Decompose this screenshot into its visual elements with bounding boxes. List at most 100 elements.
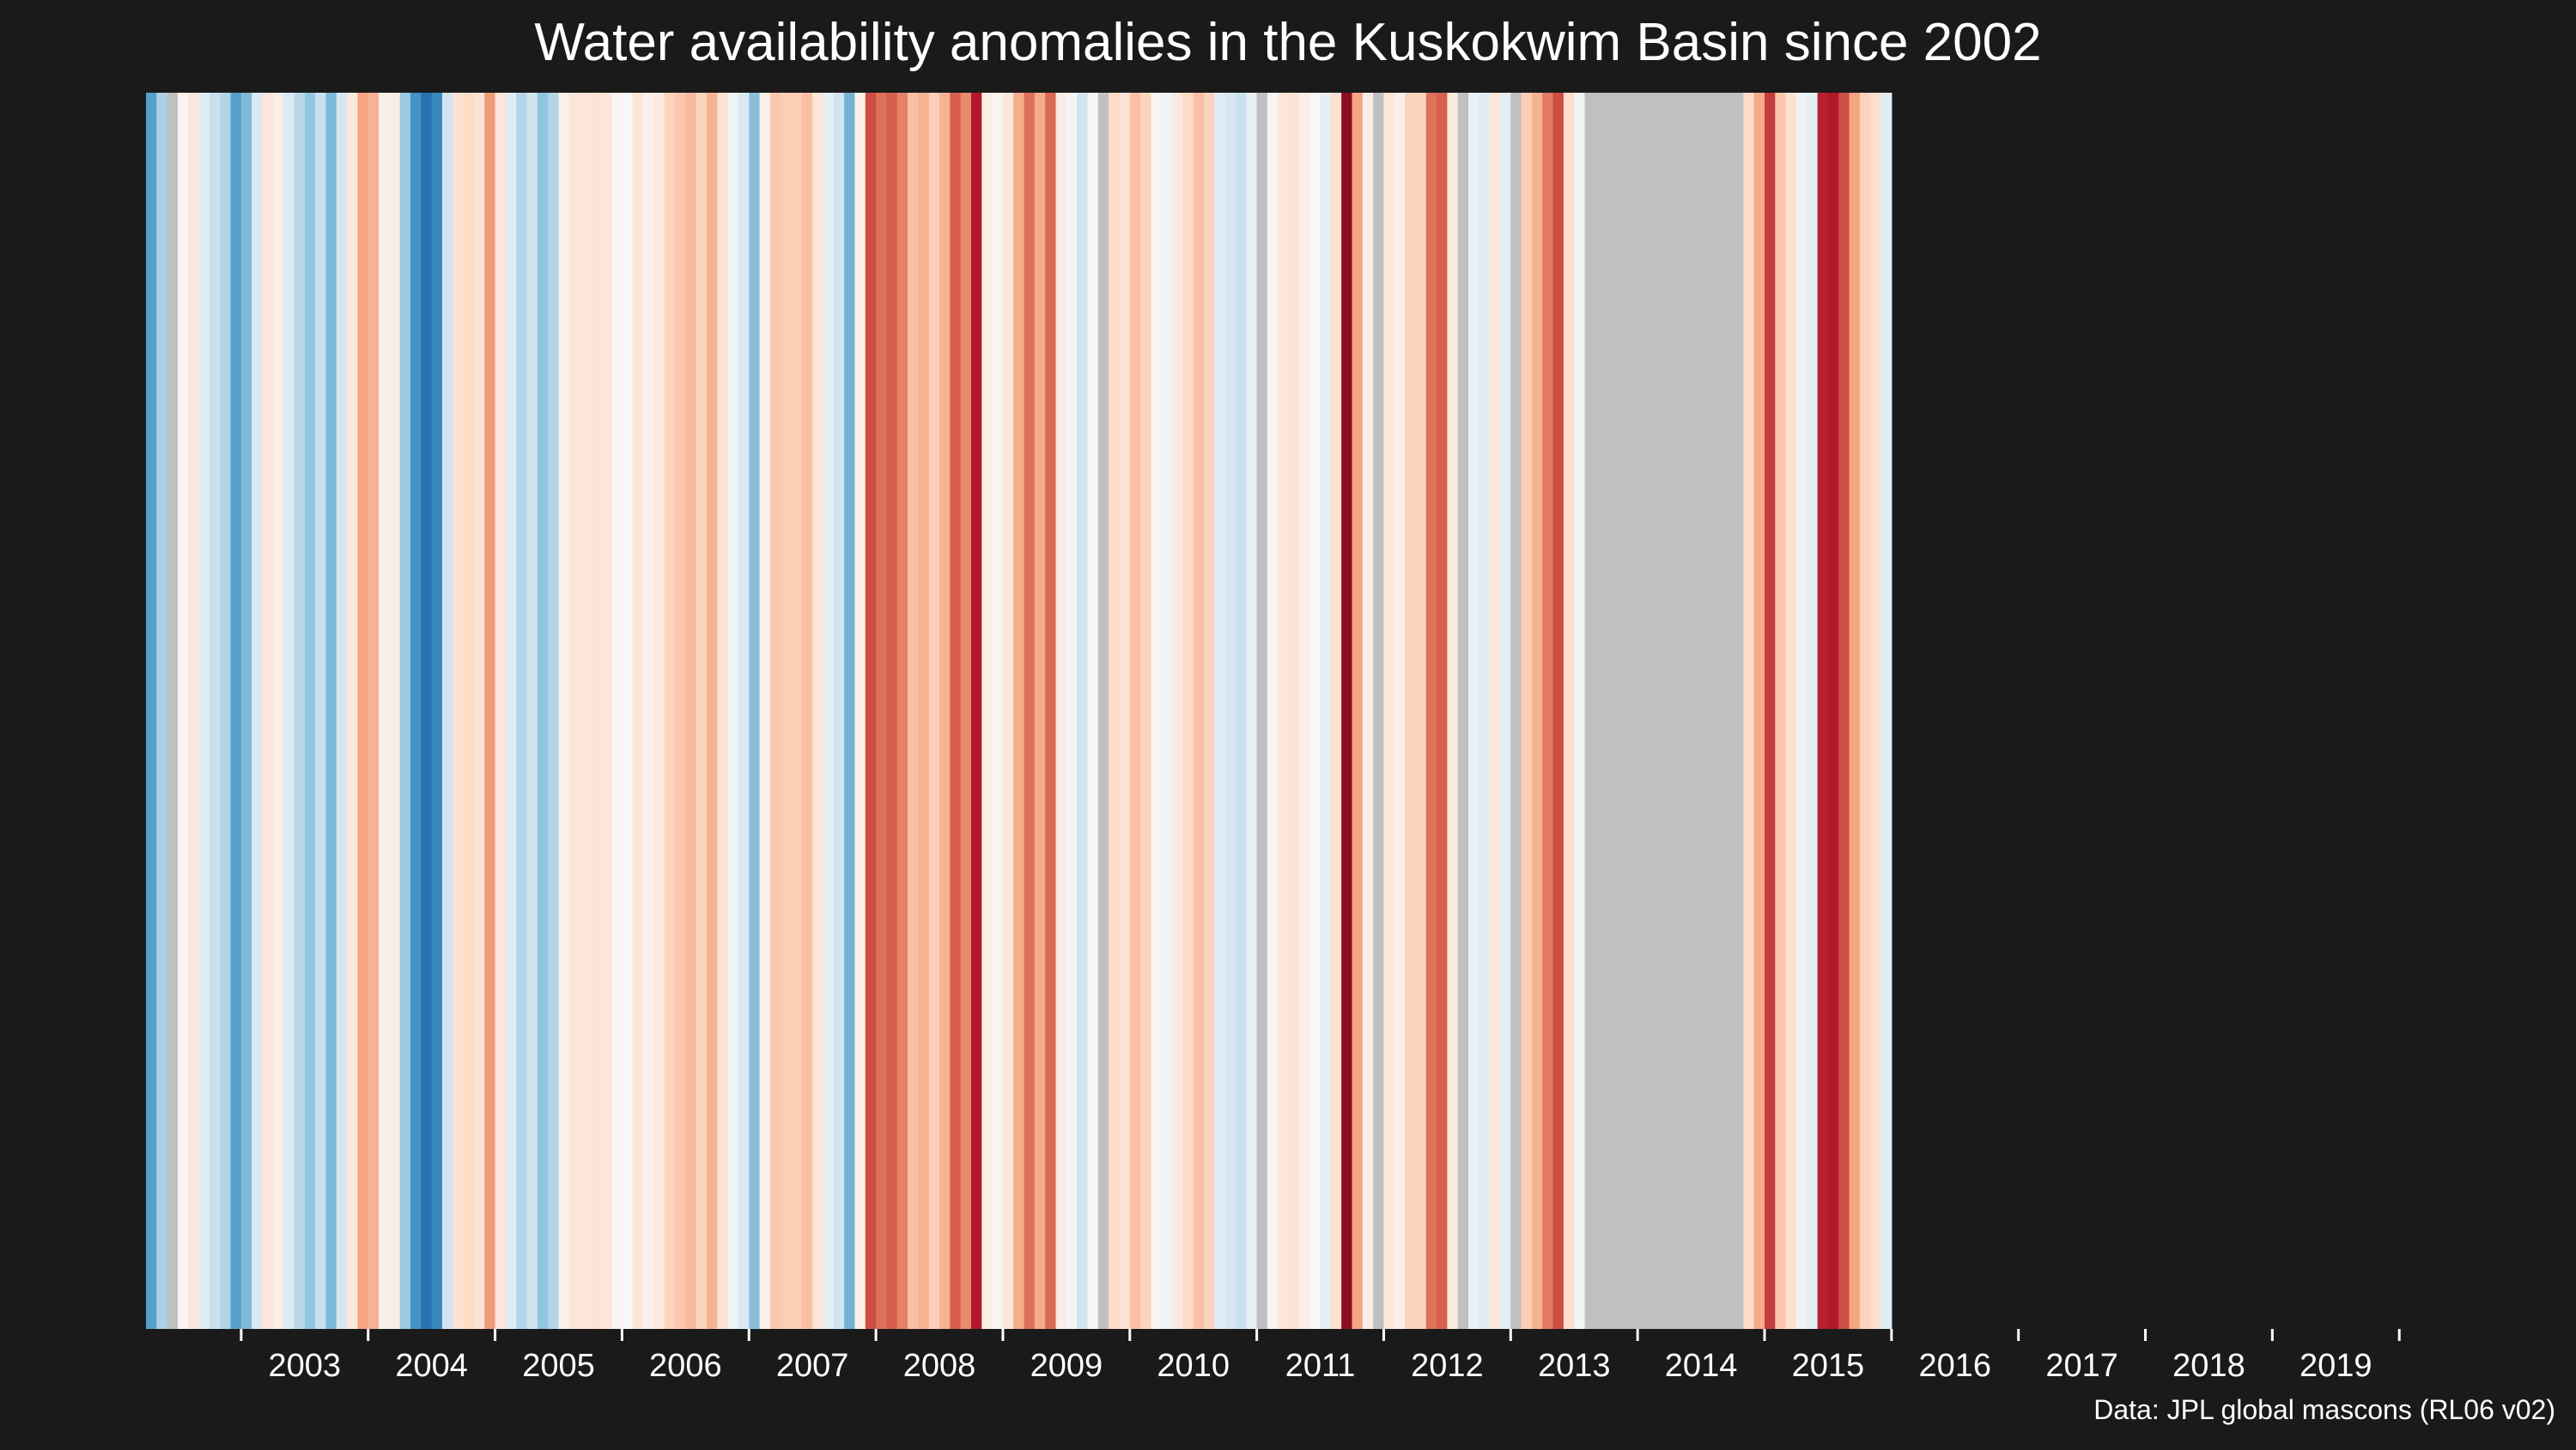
stripe-121 [1425, 93, 1437, 1329]
stripe-38 [548, 93, 560, 1329]
stripe-77 [960, 93, 972, 1329]
stripe-140 [1626, 93, 1638, 1329]
stripe-29 [453, 93, 465, 1329]
stripe-111 [1320, 93, 1332, 1329]
stripe-131 [1531, 93, 1543, 1329]
stripe-9 [240, 93, 252, 1329]
stripe-53 [706, 93, 718, 1329]
stripe-128 [1499, 93, 1511, 1329]
stripe-142 [1648, 93, 1660, 1329]
stripe-86 [1055, 93, 1067, 1329]
stripe-161 [1849, 93, 1861, 1329]
stripe-5 [198, 93, 210, 1329]
stripe-24 [399, 93, 411, 1329]
stripe-12 [272, 93, 284, 1329]
stripe-95 [1151, 93, 1163, 1329]
x-axis-tick-labels: 2003 2004 2005 2006 2007 2008 2009 2010 2011 2012… [269, 1348, 2372, 1384]
stripe-54 [717, 93, 729, 1329]
stripe-69 [876, 93, 888, 1329]
x-tick-label-2003: 2003 [269, 1348, 342, 1384]
x-tick-label-2017: 2017 [2045, 1348, 2118, 1384]
stripes-group [146, 93, 1893, 1329]
stripe-65 [833, 93, 845, 1329]
stripe-61 [791, 93, 803, 1329]
stripe-17 [325, 93, 337, 1329]
stripe-49 [664, 93, 676, 1329]
stripe-152 [1753, 93, 1765, 1329]
stripe-122 [1437, 93, 1448, 1329]
stripe-85 [1045, 93, 1057, 1329]
stripe-83 [1024, 93, 1036, 1329]
stripe-109 [1298, 93, 1310, 1329]
stripe-23 [389, 93, 401, 1329]
stripe-123 [1447, 93, 1459, 1329]
stripe-80 [992, 93, 1004, 1329]
stripe-45 [622, 93, 634, 1329]
stripe-144 [1669, 93, 1681, 1329]
stripe-127 [1489, 93, 1501, 1329]
stripe-120 [1415, 93, 1427, 1329]
stripe-25 [410, 93, 422, 1329]
stripe-151 [1743, 93, 1755, 1329]
x-tick-label-2010: 2010 [1157, 1348, 1230, 1384]
stripe-94 [1140, 93, 1152, 1329]
stripe-15 [304, 93, 316, 1329]
stripe-153 [1765, 93, 1776, 1329]
stripe-164 [1880, 93, 1893, 1329]
stripe-145 [1680, 93, 1692, 1329]
stripe-129 [1510, 93, 1522, 1329]
stripe-154 [1775, 93, 1787, 1329]
stripe-31 [473, 93, 485, 1329]
stripe-4 [188, 93, 200, 1329]
stripe-124 [1457, 93, 1469, 1329]
stripe-71 [896, 93, 908, 1329]
stripe-19 [347, 93, 358, 1329]
stripe-113 [1341, 93, 1353, 1329]
x-tick-label-2005: 2005 [522, 1348, 595, 1384]
stripe-76 [950, 93, 962, 1329]
stripe-139 [1616, 93, 1628, 1329]
stripe-79 [981, 93, 993, 1329]
stripe-133 [1552, 93, 1564, 1329]
stripe-125 [1468, 93, 1479, 1329]
stripe-100 [1204, 93, 1215, 1329]
stripe-112 [1330, 93, 1342, 1329]
stripe-163 [1870, 93, 1882, 1329]
stripe-36 [526, 93, 538, 1329]
stripe-47 [643, 93, 654, 1329]
stripe-21 [368, 93, 380, 1329]
stripe-46 [632, 93, 644, 1329]
stripe-62 [801, 93, 813, 1329]
stripe-106 [1267, 93, 1279, 1329]
stripe-119 [1405, 93, 1417, 1329]
x-tick-label-2016: 2016 [1918, 1348, 1991, 1384]
x-tick-label-2007: 2007 [776, 1348, 849, 1384]
stripe-0 [146, 93, 157, 1329]
stripe-44 [611, 93, 623, 1329]
stripe-81 [1002, 93, 1014, 1329]
stripe-89 [1087, 93, 1099, 1329]
stripe-73 [918, 93, 930, 1329]
stripe-147 [1701, 93, 1712, 1329]
stripe-33 [495, 93, 507, 1329]
stripe-41 [580, 93, 592, 1329]
stripe-66 [844, 93, 856, 1329]
stripe-7 [220, 93, 232, 1329]
stripe-50 [675, 93, 686, 1329]
stripe-10 [252, 93, 264, 1329]
stripe-11 [262, 93, 274, 1329]
x-tick-label-2013: 2013 [1538, 1348, 1611, 1384]
stripe-87 [1066, 93, 1078, 1329]
stripe-57 [749, 93, 761, 1329]
stripe-13 [283, 93, 295, 1329]
x-tick-label-2018: 2018 [2172, 1348, 2245, 1384]
stripe-135 [1574, 93, 1586, 1329]
stripe-16 [315, 93, 327, 1329]
stripe-115 [1362, 93, 1374, 1329]
stripe-78 [970, 93, 982, 1329]
stripe-74 [928, 93, 940, 1329]
stripe-14 [294, 93, 306, 1329]
stripe-75 [939, 93, 951, 1329]
x-tick-label-2011: 2011 [1285, 1348, 1356, 1384]
